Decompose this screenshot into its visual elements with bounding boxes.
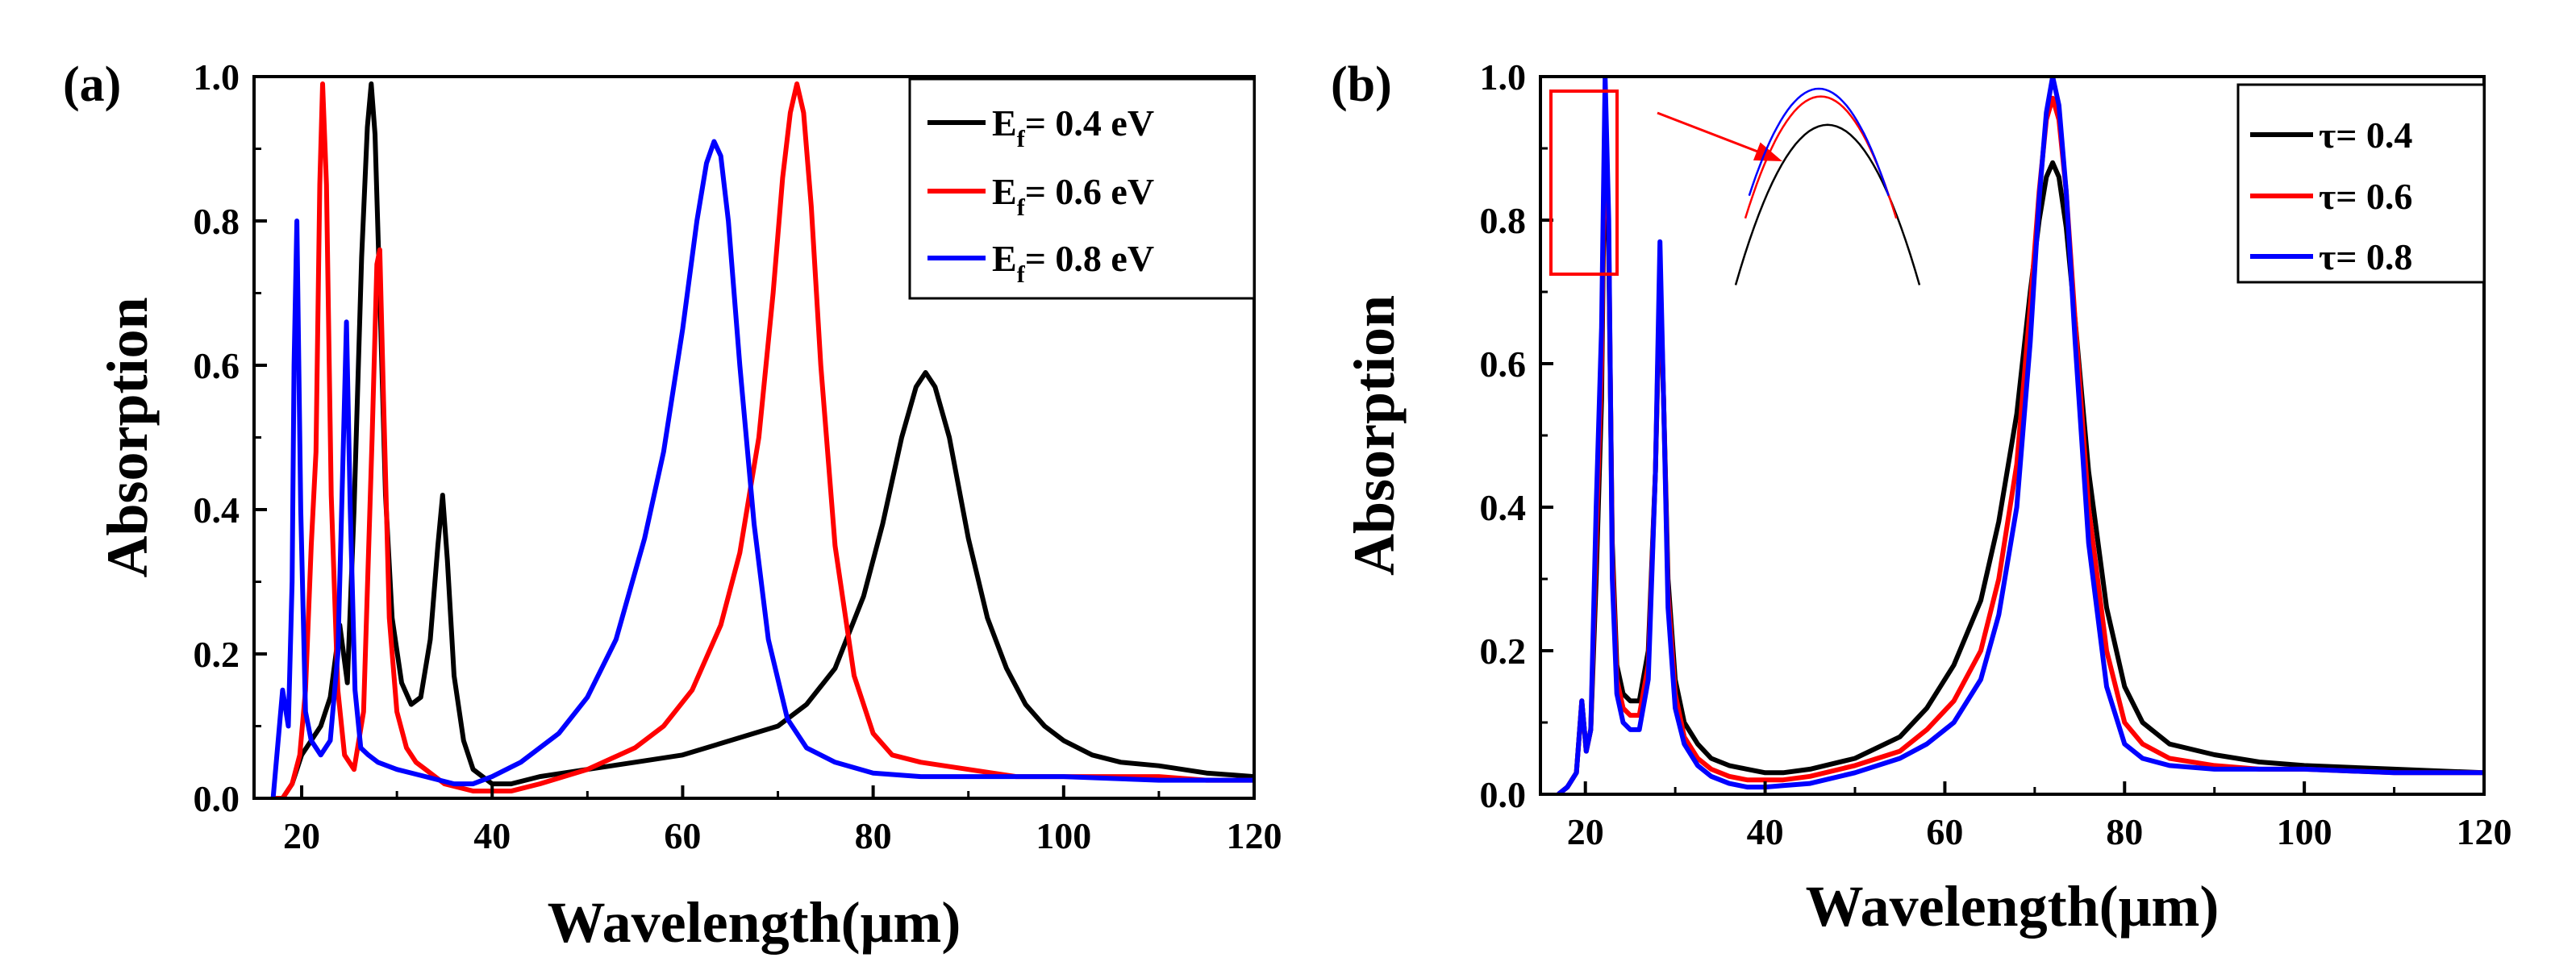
legend-subscript: f (1017, 126, 1026, 152)
legend-entry-0: τ= 0.4 (2319, 115, 2412, 156)
y-tick-label: 0.2 (194, 634, 240, 675)
x-tick-label: 100 (2277, 811, 2332, 852)
legend-subscript: f (1017, 194, 1026, 221)
legend-main: τ= 0.6 (2319, 176, 2412, 217)
legend-subscript: f (1017, 261, 1026, 288)
panel-b: 20 40 60 80 100 120 0.0 0.2 0.4 0.6 0.8 1.0 Waveleng… (1331, 56, 2512, 939)
legend-entry-0: Ef= 0.4 eV (992, 102, 1154, 152)
y-tick-label: 0.8 (194, 201, 240, 242)
zoom-arrow-line (1657, 111, 1761, 154)
legend-rest: = 0.8 eV (1025, 238, 1154, 279)
y-tick-label: 0.6 (194, 345, 240, 386)
x-tick-label: 60 (664, 815, 701, 856)
x-tick-label: 120 (1227, 815, 1282, 856)
x-tick-label: 80 (855, 815, 892, 856)
zoom-arrow-head (1753, 142, 1782, 161)
y-tick-label: 0.4 (194, 489, 240, 531)
y-tick-label: 0.0 (194, 778, 240, 819)
x-axis-title: Wavelength(μm) (1806, 874, 2220, 939)
y-tick-label: 1.0 (1480, 56, 1527, 98)
legend-main: τ= 0.8 (2319, 236, 2412, 277)
inset-curve-2 (1748, 87, 1890, 197)
y-tick-label: 0.6 (1480, 344, 1527, 385)
panel-label: (b) (1331, 57, 1392, 112)
legend-main: E (992, 102, 1017, 144)
x-tick-label: 40 (473, 815, 511, 856)
x-tick-label: 100 (1036, 815, 1091, 856)
x-tick-label: 20 (1567, 811, 1604, 852)
legend-box (2236, 83, 2486, 284)
panel-label: (a) (63, 57, 121, 112)
series-line-0 (273, 81, 1254, 798)
y-axis-title: Absorption (1342, 295, 1407, 576)
legend-rest: = 0.6 eV (1025, 171, 1154, 212)
legend-main: τ= 0.4 (2319, 115, 2412, 156)
y-axis-title: Absorption (95, 297, 160, 577)
x-tick-label: 40 (1747, 811, 1784, 852)
legend-main: E (992, 238, 1017, 279)
x-tick-label: 120 (2457, 811, 2512, 852)
x-tick-label: 20 (283, 815, 320, 856)
y-tick-label: 0.0 (1480, 774, 1527, 815)
x-tick-label: 80 (2106, 811, 2143, 852)
zoom-box (1549, 90, 1619, 276)
legend-entry-2: τ= 0.8 (2319, 236, 2412, 277)
legend-rest: = 0.4 eV (1025, 102, 1154, 144)
panel-a: 20 40 60 80 100 120 0.0 0.2 0.4 0.6 0.8 1.0 Waveleng… (63, 56, 1282, 955)
y-tick-label: 1.0 (194, 56, 240, 98)
x-axis-title: Wavelength(μm) (548, 890, 961, 955)
legend-entry-1: Ef= 0.6 eV (992, 171, 1154, 221)
series-line-1 (273, 81, 1254, 798)
y-tick-label: 0.2 (1480, 631, 1527, 672)
y-tick-label: 0.8 (1480, 200, 1527, 241)
legend-entry-2: Ef= 0.8 eV (992, 238, 1154, 288)
y-tick-label: 0.4 (1480, 487, 1527, 528)
x-tick-label: 60 (1926, 811, 1963, 852)
series-line-2 (270, 139, 1254, 798)
legend-main: E (992, 171, 1017, 212)
legend-entry-1: τ= 0.6 (2319, 176, 2412, 217)
